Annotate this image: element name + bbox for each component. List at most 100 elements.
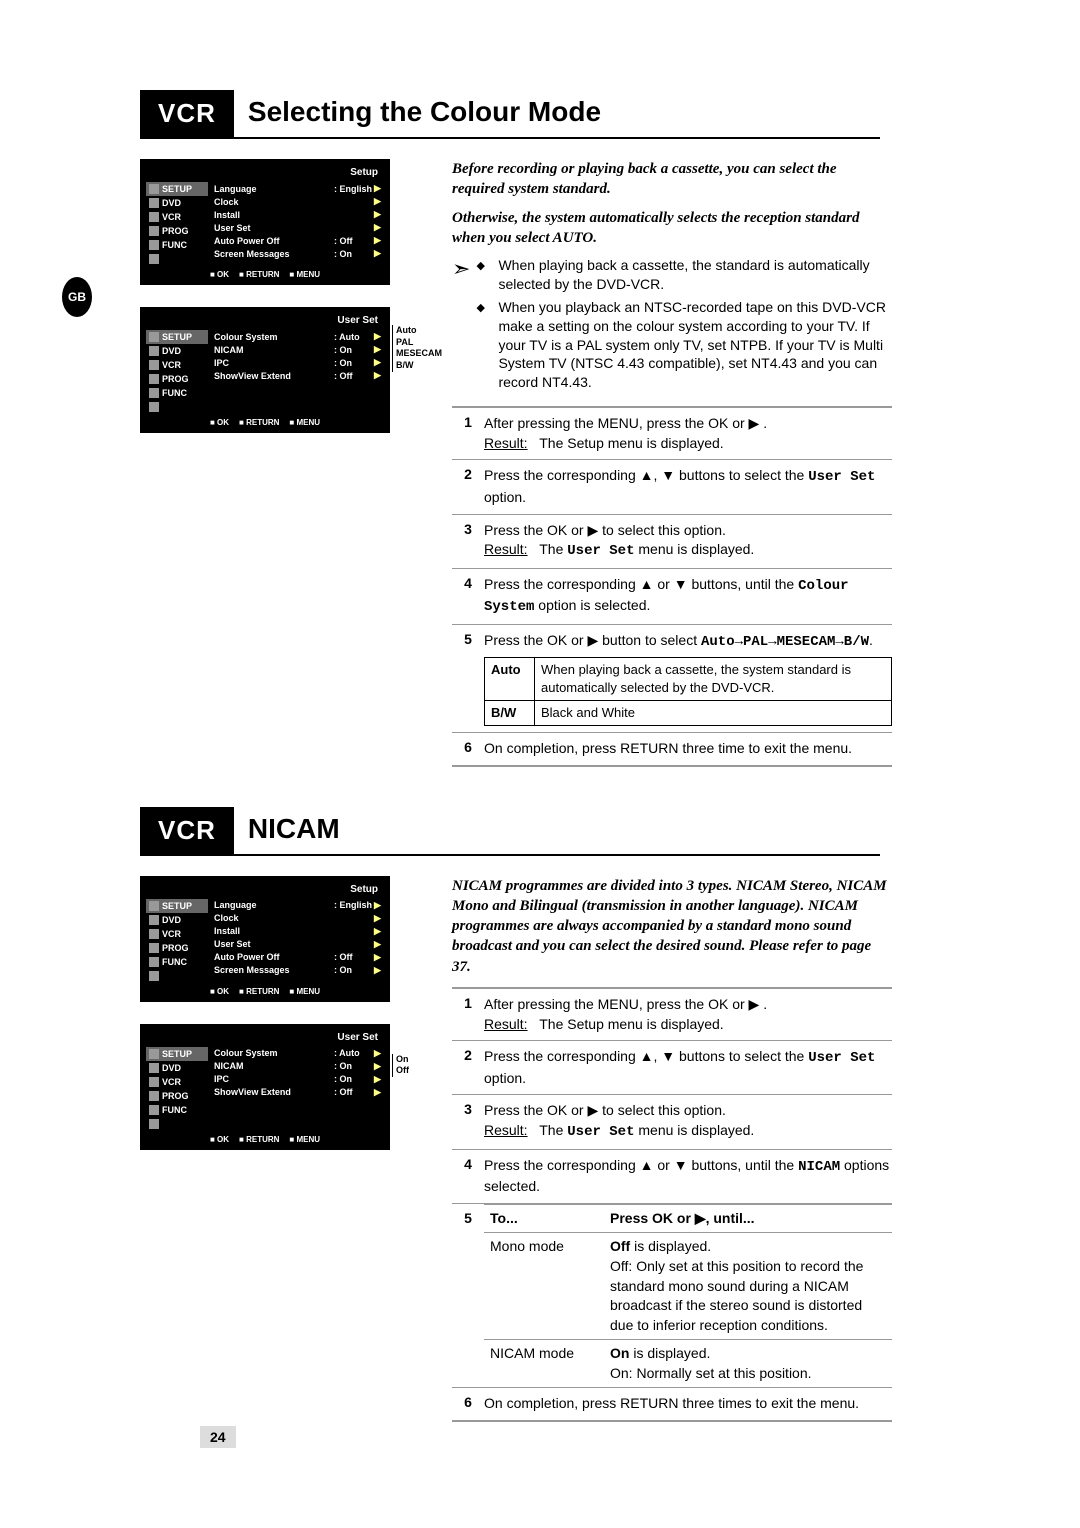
row-lbl: Auto Power Off	[214, 952, 334, 962]
prog-icon	[149, 943, 159, 953]
osd-footer: OK RETURN MENU	[146, 1131, 384, 1144]
osd-rows: Colour System: Auto▶ NICAM: On▶ IPC: On▶…	[208, 330, 384, 414]
step-num: 6	[452, 1394, 484, 1414]
osd-side-options: On Off	[392, 1054, 409, 1077]
arrow-icon: ▶	[374, 965, 384, 976]
row-lbl: Clock	[214, 197, 334, 207]
footer-menu: MENU	[289, 987, 320, 996]
step-text: Press the corresponding ▲ or ▼ buttons, …	[484, 575, 892, 618]
note-icon: ➣	[452, 256, 476, 396]
arrow-icon: ▶	[374, 1087, 384, 1098]
blank-icon	[149, 971, 159, 981]
cell: To...	[484, 1204, 604, 1233]
nicam-intro: NICAM programmes are divided into 3 type…	[452, 876, 892, 977]
cell: Mono mode	[484, 1233, 604, 1340]
row-val: : Auto	[334, 1048, 374, 1058]
tab-setup: SETUP	[162, 901, 192, 911]
bullet-1: When playing back a cassette, the standa…	[498, 256, 892, 294]
blank-icon	[149, 1119, 159, 1129]
row-val: : On	[334, 358, 374, 368]
step-text: Press the OK or ▶ to select this option.…	[484, 1101, 892, 1142]
step-text: On completion, press RETURN three time t…	[484, 739, 892, 759]
arrow-icon: ▶	[374, 913, 384, 924]
row-val: : On	[334, 1074, 374, 1084]
arrow-icon: ▶	[374, 1061, 384, 1072]
step-num: 5	[452, 631, 484, 726]
row-val: : On	[334, 249, 374, 259]
step-text: On completion, press RETURN three times …	[484, 1394, 892, 1414]
arrow-icon: ▶	[374, 926, 384, 937]
row-lbl: Screen Messages	[214, 249, 334, 259]
section2-header: VCR NICAM	[140, 807, 880, 856]
section1-header: VCR Selecting the Colour Mode	[140, 90, 880, 139]
tab-setup: SETUP	[162, 1049, 192, 1059]
step-text: Press the corresponding ▲, ▼ buttons to …	[484, 1047, 892, 1088]
tab-func: FUNC	[162, 388, 187, 398]
gear-icon	[149, 332, 159, 342]
tab-dvd: DVD	[162, 1063, 181, 1073]
arrow-icon: ▶	[374, 939, 384, 950]
arrow-icon: ▶	[374, 357, 384, 368]
arrow-icon: ▶	[374, 344, 384, 355]
prog-icon	[149, 1091, 159, 1101]
osd-userset-1: User Set SETUP DVD VCR PROG FUNC Colour …	[140, 307, 390, 433]
row-val: : Off	[334, 371, 374, 381]
osd-tabs: SETUP DVD VCR PROG FUNC	[146, 1047, 208, 1131]
side-opt: MESECAM	[392, 348, 442, 360]
osd-title: Setup	[146, 882, 384, 899]
osd-rows: Language: English▶ Clock▶ Install▶ User …	[208, 182, 384, 266]
section1-content: Setup SETUP DVD VCR PROG FUNC Language: …	[140, 159, 930, 767]
section2-title: NICAM	[234, 807, 880, 854]
step-text: Press the OK or ▶ button to select Auto→…	[484, 631, 892, 726]
arrow-icon: ▶	[374, 900, 384, 911]
dvd-icon	[149, 1063, 159, 1073]
osd-tabs: SETUP DVD VCR PROG FUNC	[146, 182, 208, 266]
footer-ok: OK	[210, 418, 229, 427]
tab-func: FUNC	[162, 1105, 187, 1115]
arrow-icon: ▶	[374, 370, 384, 381]
intro-1: Before recording or playing back a casse…	[452, 159, 892, 200]
footer-ok: OK	[210, 987, 229, 996]
arrow-icon: ▶	[374, 222, 384, 233]
page: VCR Selecting the Colour Mode Setup SETU…	[80, 90, 930, 1438]
side-opt: PAL	[392, 337, 442, 349]
func-icon	[149, 1105, 159, 1115]
steps-1: 1 After pressing the MENU, press the OK …	[452, 406, 892, 767]
row-lbl: ShowView Extend	[214, 1087, 334, 1097]
step-text: To...Press OK or ▶, until... Mono modeOf…	[484, 1204, 892, 1388]
osd-title: User Set	[146, 1030, 384, 1047]
row-lbl: NICAM	[214, 345, 334, 355]
arrow-icon: ▶	[374, 248, 384, 259]
prog-icon	[149, 226, 159, 236]
vcr-icon	[149, 212, 159, 222]
row-val: : English	[334, 900, 374, 910]
step-text: Press the corresponding ▲, ▼ buttons to …	[484, 466, 892, 507]
cell: Off is displayed.Off: Only set at this p…	[604, 1233, 892, 1340]
cell: On is displayed.On: Normally set at this…	[604, 1340, 892, 1388]
tab-vcr: VCR	[162, 929, 181, 939]
tab-dvd: DVD	[162, 915, 181, 925]
nicam-table: To...Press OK or ▶, until... Mono modeOf…	[484, 1204, 892, 1388]
section1-title: Selecting the Colour Mode	[234, 90, 880, 137]
arrow-icon: ▶	[374, 196, 384, 207]
step-text: After pressing the MENU, press the OK or…	[484, 995, 892, 1034]
tab-vcr: VCR	[162, 360, 181, 370]
row-lbl: NICAM	[214, 1061, 334, 1071]
cell: Auto	[485, 657, 535, 700]
step-num: 4	[452, 575, 484, 618]
steps-2: 1 After pressing the MENU, press the OK …	[452, 987, 892, 1422]
dvd-icon	[149, 915, 159, 925]
osd-rows: Colour System: Auto▶ NICAM: On▶ IPC: On▶…	[208, 1047, 384, 1131]
arrow-icon: ▶	[374, 952, 384, 963]
row-lbl: Colour System	[214, 332, 334, 342]
osd-footer: OK RETURN MENU	[146, 266, 384, 279]
osd-setup-2: Setup SETUP DVD VCR PROG FUNC Language: …	[140, 876, 390, 1002]
step-num: 2	[452, 466, 484, 507]
row-val: : English	[334, 184, 374, 194]
side-opt: B/W	[392, 360, 442, 372]
footer-menu: MENU	[289, 1135, 320, 1144]
osd-side-options: Auto PAL MESECAM B/W	[392, 325, 442, 372]
vcr-tag: VCR	[140, 90, 234, 137]
tab-prog: PROG	[162, 226, 189, 236]
blank-icon	[149, 254, 159, 264]
